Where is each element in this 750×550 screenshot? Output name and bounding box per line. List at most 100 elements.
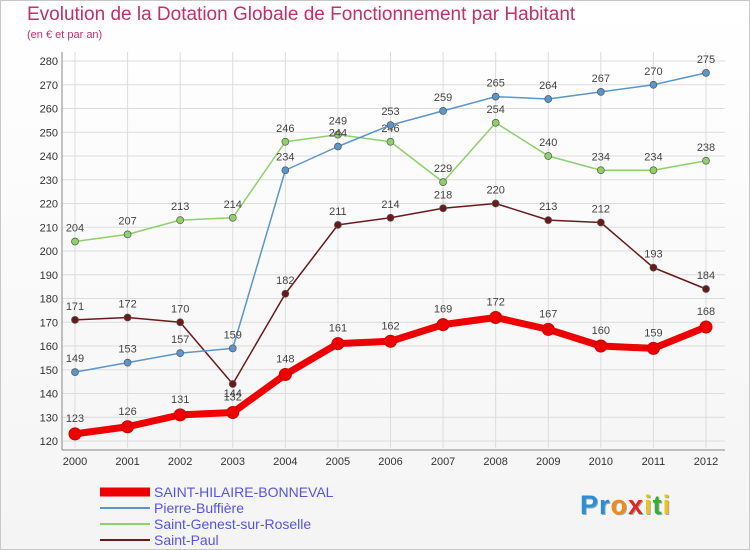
data-point-saint-genest-sur-roselle [649,166,658,175]
y-tick-label: 250 [40,127,58,139]
data-point-saint-genest-sur-roselle [71,237,79,246]
data-label-saint-paul: 211 [329,206,347,218]
data-point-saint-paul [491,199,500,208]
data-point-saint-hilaire-bonneval [226,406,240,419]
data-point-saint-hilaire-bonneval [646,341,660,355]
x-tick-label: 2000 [63,456,87,468]
data-point-pierre-buffiere [544,95,553,103]
data-point-saint-paul [123,313,132,322]
data-point-saint-paul [544,216,553,224]
legend-swatch-saint-genest-sur-roselle [100,523,150,525]
x-tick-label: 2011 [642,456,666,468]
data-label-saint-genest-sur-roselle: 254 [486,104,504,116]
data-label-saint-paul: 172 [118,299,136,311]
data-label-pierre-buffiere: 149 [66,353,84,365]
data-point-saint-paul [386,213,395,222]
data-label-saint-paul: 144 [224,388,242,400]
logo-letter: P [580,490,600,520]
logo-letter: i [662,490,672,520]
y-tick-label: 230 [40,175,58,187]
logo-letter: x [628,490,645,520]
data-point-saint-hilaire-bonneval [541,322,555,336]
data-point-saint-genest-sur-roselle [596,166,605,175]
data-label-saint-paul: 184 [697,270,715,282]
data-point-pierre-buffiere [386,121,395,129]
data-label-saint-paul: 212 [592,204,610,216]
data-label-pierre-buffiere: 259 [434,92,452,104]
y-tick-label: 240 [40,151,58,163]
data-label-pierre-buffiere: 267 [592,73,610,85]
data-label-saint-hilaire-bonneval: 161 [329,323,347,335]
y-tick-label: 190 [40,270,58,282]
legend-label-pierre-buffiere: Pierre-Buffière [154,500,245,516]
data-label-saint-paul: 171 [66,301,84,313]
data-point-pierre-buffiere [334,142,342,151]
y-tick-label: 130 [40,412,58,424]
data-label-saint-paul: 193 [644,249,662,261]
data-point-pierre-buffiere [649,80,658,89]
data-label-pierre-buffiere: 265 [486,78,504,90]
legend-swatch-saint-paul [100,539,150,541]
data-label-saint-genest-sur-roselle: 234 [592,151,610,163]
data-label-pierre-buffiere: 270 [644,66,662,78]
x-tick-label: 2005 [326,456,350,468]
x-tick-label: 2008 [483,456,507,468]
legend-swatch-saint-hilaire-bonneval [100,487,150,497]
data-point-saint-genest-sur-roselle [123,230,132,239]
data-label-pierre-buffiere: 234 [276,151,294,163]
x-tick-label: 2004 [273,456,297,468]
logo-letter: t [652,490,663,520]
data-label-saint-hilaire-bonneval: 172 [486,297,504,309]
y-tick-label: 200 [40,246,58,258]
data-point-saint-hilaire-bonneval [699,320,713,334]
x-tick-label: 2001 [115,456,139,468]
data-point-saint-hilaire-bonneval [331,337,345,351]
data-label-saint-genest-sur-roselle: 240 [539,137,557,149]
data-point-saint-paul [281,289,290,298]
data-point-pierre-buffiere [281,166,290,175]
data-point-saint-genest-sur-roselle [702,156,710,165]
data-label-pierre-buffiere: 157 [171,334,189,346]
data-label-saint-genest-sur-roselle: 214 [224,199,242,211]
data-label-pierre-buffiere: 275 [697,54,715,66]
data-point-saint-hilaire-bonneval [278,368,292,381]
data-point-saint-hilaire-bonneval [121,420,135,434]
data-label-saint-genest-sur-roselle: 249 [329,116,347,128]
data-label-pierre-buffiere: 244 [329,128,347,140]
data-label-pierre-buffiere: 253 [381,106,399,118]
data-point-saint-paul [439,204,447,213]
y-tick-label: 270 [40,80,58,92]
data-label-saint-hilaire-bonneval: 159 [644,327,662,339]
x-tick-label: 2009 [536,456,560,468]
data-label-saint-paul: 170 [171,303,189,315]
chart-title: Evolution de la Dotation Globale de Fonc… [27,4,576,25]
y-tick-label: 170 [40,317,58,329]
data-point-saint-genest-sur-roselle [439,178,447,186]
y-tick-label: 220 [40,199,58,211]
legend-label-saint-genest-sur-roselle: Saint-Genest-sur-Roselle [154,516,312,532]
data-label-saint-hilaire-bonneval: 123 [66,413,84,425]
data-label-saint-genest-sur-roselle: 204 [66,223,84,235]
data-label-saint-hilaire-bonneval: 168 [697,306,715,318]
y-tick-label: 180 [40,294,58,306]
data-point-saint-paul [596,218,605,227]
x-tick-label: 2007 [431,456,455,468]
data-point-pierre-buffiere [596,88,605,96]
data-point-saint-hilaire-bonneval [173,408,187,422]
data-label-saint-paul: 214 [381,199,399,211]
data-label-saint-hilaire-bonneval: 131 [171,394,189,406]
data-label-saint-hilaire-bonneval: 167 [539,308,557,320]
data-point-pierre-buffiere [176,349,185,357]
y-tick-label: 120 [40,436,58,448]
data-point-saint-genest-sur-roselle [176,216,185,224]
data-point-saint-hilaire-bonneval [68,427,82,441]
chart-subtitle: (en € et par an) [27,29,103,41]
y-tick-label: 160 [40,341,58,353]
data-point-pierre-buffiere [491,92,500,101]
data-point-saint-genest-sur-roselle [544,152,553,160]
data-label-saint-hilaire-bonneval: 160 [592,325,610,337]
data-point-saint-paul [176,318,185,327]
data-label-saint-genest-sur-roselle: 207 [118,215,136,227]
x-tick-label: 2006 [378,456,402,468]
data-label-saint-hilaire-bonneval: 169 [434,304,452,316]
